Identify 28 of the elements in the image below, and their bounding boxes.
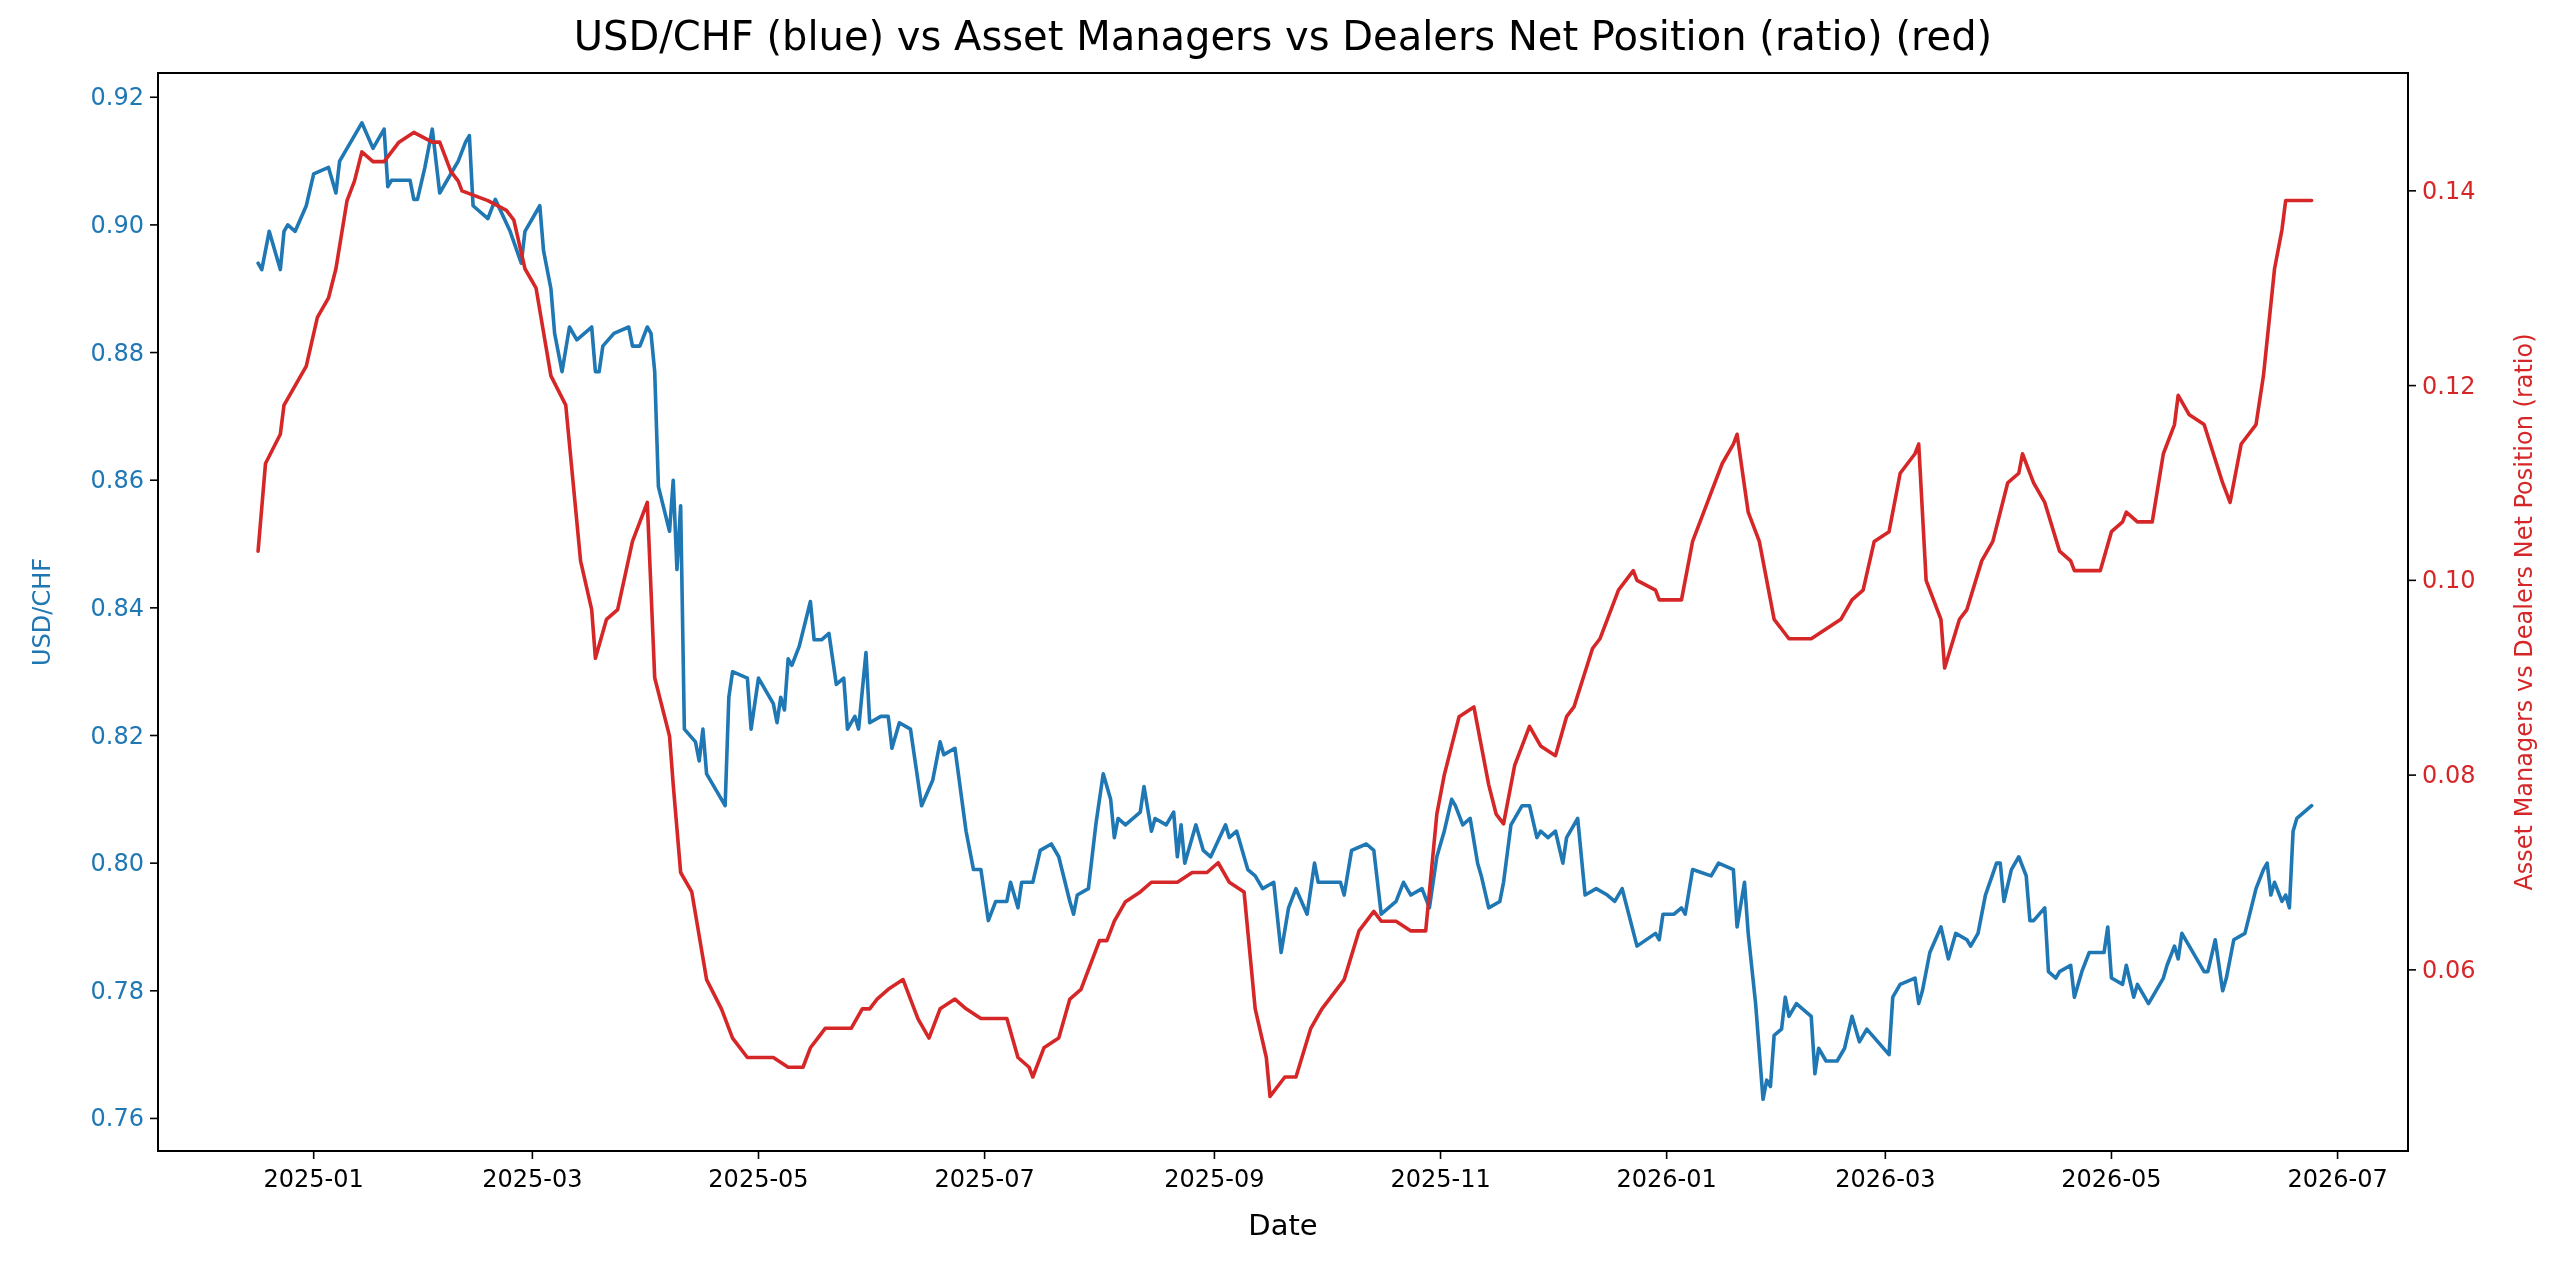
- x-tick-label: 2025-09: [1164, 1165, 1265, 1193]
- x-axis-title: Date: [1248, 1208, 1318, 1242]
- chart-title: USD/CHF (blue) vs Asset Managers vs Dealers Net Position (ratio) (red): [573, 13, 1993, 59]
- x-tick-label: 2025-07: [934, 1165, 1035, 1193]
- y-tick-label: 0.80: [90, 849, 144, 878]
- y-tick-label: 0.84: [90, 593, 144, 622]
- y2-tick-label: 0.14: [2422, 176, 2476, 205]
- y2-tick-label: 0.08: [2422, 761, 2476, 790]
- x-tick-label: 2026-01: [1616, 1165, 1717, 1193]
- y2-tick-label: 0.06: [2422, 955, 2476, 984]
- x-tick-label: 2026-07: [2287, 1165, 2388, 1193]
- x-tick-label: 2026-05: [2061, 1165, 2162, 1193]
- y2-tick-label: 0.12: [2422, 371, 2476, 400]
- x-tick-label: 2025-05: [708, 1165, 809, 1193]
- y-tick-label: 0.78: [90, 976, 144, 1005]
- y-tick-label: 0.76: [90, 1104, 144, 1133]
- y-tick-label: 0.90: [90, 210, 144, 239]
- y-tick-label: 0.86: [90, 466, 144, 495]
- y-axis-title: USD/CHF: [28, 558, 56, 666]
- x-tick-label: 2025-03: [482, 1165, 583, 1193]
- y-tick-label: 0.92: [90, 83, 144, 112]
- y2-axis-title: Asset Managers vs Dealers Net Position (ratio): [2510, 333, 2538, 891]
- x-tick-label: 2026-03: [1835, 1165, 1936, 1193]
- y-tick-label: 0.82: [90, 721, 144, 750]
- x-tick-label: 2025-11: [1390, 1165, 1491, 1193]
- x-tick-label: 2025-01: [263, 1165, 364, 1193]
- y2-tick-label: 0.10: [2422, 566, 2476, 595]
- y-tick-label: 0.88: [90, 338, 144, 367]
